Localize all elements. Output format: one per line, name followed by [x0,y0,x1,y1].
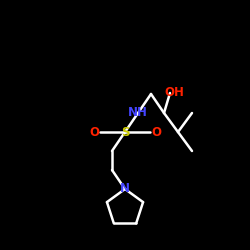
Text: N: N [120,182,130,196]
Text: O: O [151,126,161,138]
Text: NH: NH [128,106,148,118]
Text: O: O [89,126,99,138]
Text: S: S [121,126,129,138]
Text: OH: OH [164,86,184,98]
